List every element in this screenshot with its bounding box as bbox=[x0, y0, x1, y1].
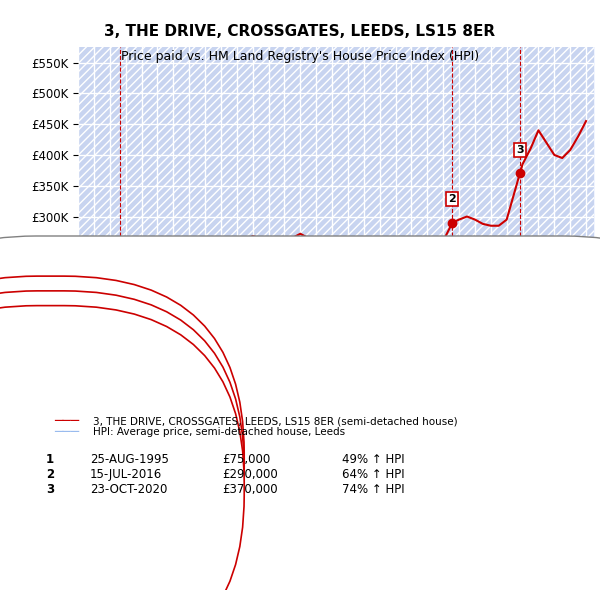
Text: ─────: ───── bbox=[48, 415, 90, 429]
Text: HPI: Average price, semi-detached house, Leeds: HPI: Average price, semi-detached house,… bbox=[102, 429, 371, 438]
Text: 25-AUG-1995: 25-AUG-1995 bbox=[90, 453, 169, 466]
Text: Price paid vs. HM Land Registry's House Price Index (HPI): Price paid vs. HM Land Registry's House … bbox=[121, 50, 479, 63]
Text: HPI: Average price, semi-detached house, Leeds: HPI: Average price, semi-detached house,… bbox=[93, 427, 345, 437]
Text: 3, THE DRIVE, CROSSGATES, LEEDS, LS15 8ER: 3, THE DRIVE, CROSSGATES, LEEDS, LS15 8E… bbox=[104, 24, 496, 38]
Text: 3: 3 bbox=[516, 145, 524, 155]
Text: £290,000: £290,000 bbox=[222, 468, 278, 481]
Text: 64% ↑ HPI: 64% ↑ HPI bbox=[342, 468, 404, 481]
Text: ───: ─── bbox=[54, 414, 79, 428]
Text: 3: 3 bbox=[46, 483, 54, 496]
Text: 23-OCT-2020: 23-OCT-2020 bbox=[90, 483, 167, 496]
Text: 3, THE DRIVE, CROSSGATES, LEEDS, LS15 8ER (semi-detached house): 3, THE DRIVE, CROSSGATES, LEEDS, LS15 8E… bbox=[93, 417, 458, 426]
Text: 49% ↑ HPI: 49% ↑ HPI bbox=[342, 453, 404, 466]
Text: ───: ─── bbox=[54, 425, 79, 439]
Text: £75,000: £75,000 bbox=[222, 453, 270, 466]
Text: 2: 2 bbox=[449, 194, 456, 204]
Text: 1: 1 bbox=[116, 326, 124, 336]
Text: 2: 2 bbox=[46, 468, 54, 481]
Text: £370,000: £370,000 bbox=[222, 483, 278, 496]
Text: 74% ↑ HPI: 74% ↑ HPI bbox=[342, 483, 404, 496]
Text: Contains HM Land Registry data © Crown copyright and database right 2025.
This d: Contains HM Land Registry data © Crown c… bbox=[42, 504, 394, 524]
Text: 15-JUL-2016: 15-JUL-2016 bbox=[90, 468, 162, 481]
Text: 3, THE DRIVE, CROSSGATES, LEEDS, LS15 8ER (semi-detached house): 3, THE DRIVE, CROSSGATES, LEEDS, LS15 8E… bbox=[102, 417, 493, 427]
Text: ─────: ───── bbox=[48, 427, 90, 441]
Text: 1: 1 bbox=[46, 453, 54, 466]
